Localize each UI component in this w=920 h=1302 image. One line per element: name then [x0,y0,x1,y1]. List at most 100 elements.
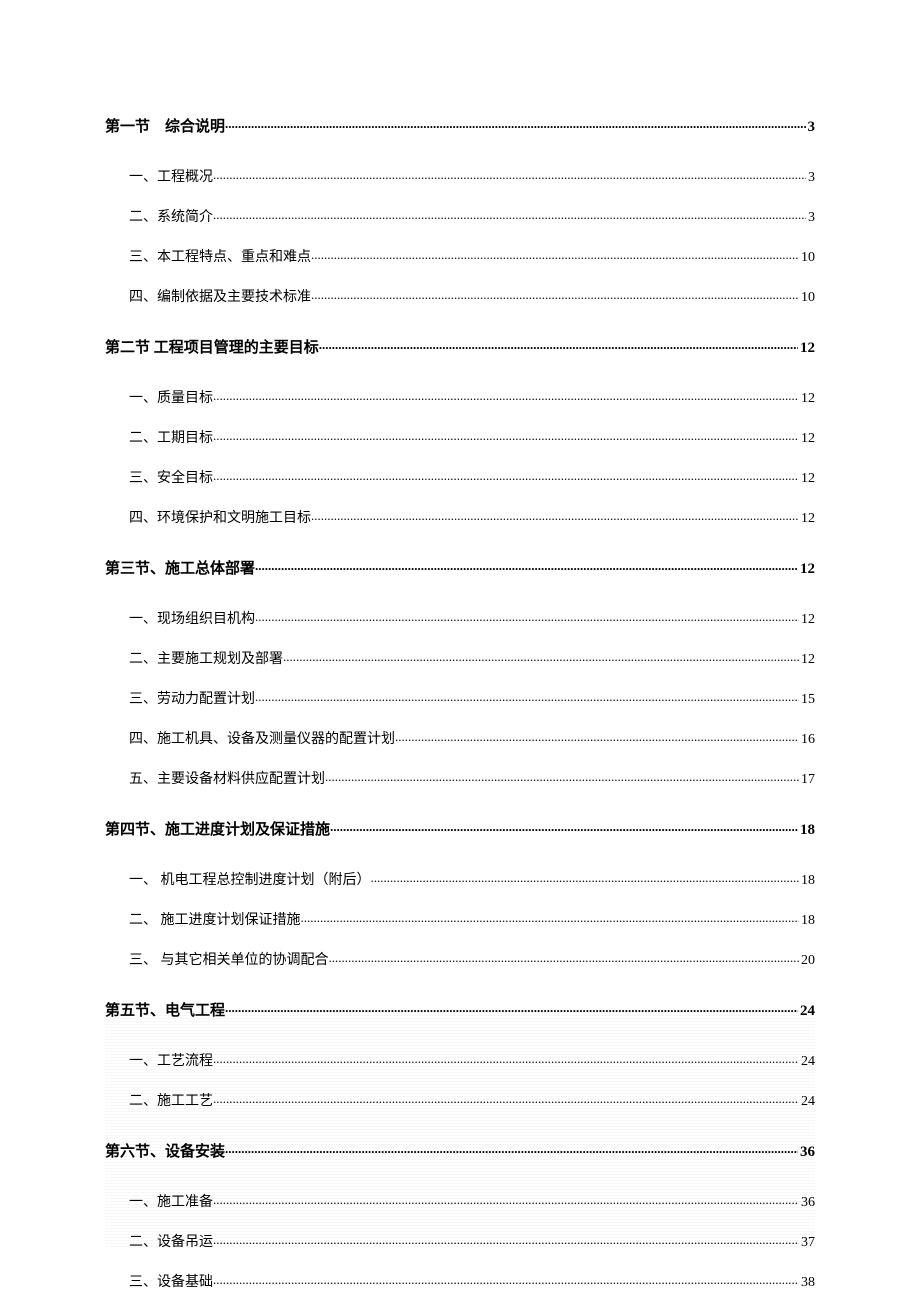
toc-item-page: 18 [799,913,815,929]
toc-item-label: 五、主要设备材料供应配置计划 [129,768,325,788]
toc-item-page: 24 [799,1094,815,1110]
toc-item-page: 36 [799,1195,815,1211]
toc-leader-dots [225,1000,798,1015]
toc-item-label: 四、环境保护和文明施工目标 [129,507,311,527]
toc-section: 第五节、电气工程 24 一、工艺流程24 二、施工工艺 24 [105,999,815,1110]
toc-item-label: 三、安全目标 [129,467,213,487]
toc-leader-dots [213,207,806,221]
toc-item: 二、工期目标 12 [105,427,815,447]
toc-item-label: 二、施工工艺 [129,1090,213,1110]
toc-item-page: 17 [799,772,815,788]
toc-item-page: 15 [799,692,815,708]
toc-section-heading: 第二节 工程项目管理的主要目标12 [105,336,815,357]
toc-item-page: 12 [799,471,815,487]
toc-item: 五、主要设备材料供应配置计划 17 [105,768,815,788]
toc-heading-label: 第一节 综合说明 [105,115,225,136]
toc-item-page: 12 [799,511,815,527]
toc-item-label: 三、设备基础 [129,1271,213,1291]
toc-heading-page: 3 [806,119,816,136]
toc-heading-page: 24 [798,1003,815,1020]
toc-leader-dots [325,769,799,783]
toc-item-label: 一、施工准备 [129,1191,213,1211]
toc-leader-dots [225,116,805,131]
toc-item: 一、质量目标 12 [105,387,815,407]
toc-item: 四、施工机具、设备及测量仪器的配置计划16 [105,728,815,748]
toc-section-heading: 第五节、电气工程 24 [105,999,815,1020]
toc-item: 一、施工准备 36 [105,1191,815,1211]
toc-leader-dots [311,287,799,301]
toc-section: 第四节、施工进度计划及保证措施18一、 机电工程总控制进度计划（附后）18二、 … [105,818,815,969]
toc-leader-dots [283,649,799,663]
toc-leader-dots [311,508,799,522]
toc-item-page: 12 [799,612,815,628]
toc-item: 二、主要施工规划及部署 12 [105,648,815,668]
toc-item: 一、 机电工程总控制进度计划（附后） 18 [105,869,815,889]
toc-leader-dots [255,689,799,703]
toc-item-page: 3 [806,210,815,226]
toc-item-page: 38 [799,1275,815,1291]
toc-leader-dots [371,870,800,884]
toc-leader-dots [213,388,799,402]
toc-heading-label: 第六节、设备安装 [105,1140,225,1161]
toc-item-page: 12 [799,431,815,447]
toc-item-page: 3 [806,170,815,186]
toc-leader-dots [225,1141,798,1156]
table-of-contents: 第一节 综合说明3一、工程概况3二、系统简介3三、本工程特点、重点和难点10四、… [105,115,815,1291]
toc-item-label: 三、劳动力配置计划 [129,688,255,708]
toc-leader-dots [395,729,799,743]
toc-heading-label: 第三节、施工总体部署 [105,557,255,578]
toc-item-label: 一、现场组织目机构 [129,608,255,628]
toc-item: 一、工程概况3 [105,166,815,186]
toc-item-label: 一、工艺流程 [129,1050,213,1070]
toc-item: 三、设备基础 38 [105,1271,815,1291]
toc-section: 第六节、设备安装 36 一、施工准备 36 二、设备吊运37 三、设备基础 38 [105,1140,815,1291]
toc-item-label: 三、本工程特点、重点和难点 [129,246,311,266]
toc-leader-dots [213,1232,799,1246]
toc-item: 二、施工工艺 24 [105,1090,815,1110]
toc-item-page: 20 [799,953,815,969]
toc-heading-page: 12 [798,561,815,578]
toc-section-heading: 第三节、施工总体部署 12 [105,557,815,578]
toc-leader-dots [255,609,799,623]
toc-item: 二、设备吊运37 [105,1231,815,1251]
toc-leader-dots [329,950,800,964]
toc-item: 三、劳动力配置计划 15 [105,688,815,708]
toc-item-page: 12 [799,652,815,668]
toc-section-heading: 第一节 综合说明 3 [105,115,815,136]
toc-item-label: 二、工期目标 [129,427,213,447]
toc-item: 一、工艺流程24 [105,1050,815,1070]
toc-section: 第二节 工程项目管理的主要目标12一、质量目标12二、工期目标12三、安全目标1… [105,336,815,527]
toc-heading-label: 第四节、施工进度计划及保证措施 [105,818,330,839]
toc-item-page: 37 [799,1235,815,1251]
toc-item: 二、 施工进度计划保证措施 18 [105,909,815,929]
toc-item: 二、系统简介 3 [105,206,815,226]
toc-leader-dots [330,819,798,834]
toc-item-label: 四、施工机具、设备及测量仪器的配置计划 [129,728,395,748]
toc-heading-page: 18 [798,822,815,839]
toc-section: 第一节 综合说明3一、工程概况3二、系统简介3三、本工程特点、重点和难点10四、… [105,115,815,306]
toc-item-page: 12 [799,391,815,407]
toc-leader-dots [213,1091,799,1105]
toc-item-label: 二、主要施工规划及部署 [129,648,283,668]
toc-item-label: 一、质量目标 [129,387,213,407]
toc-section: 第三节、施工总体部署 12 一、现场组织目机构 12 二、主要施工规划及部署 12 三、劳动… [105,557,815,788]
toc-item-label: 四、编制依据及主要技术标准 [129,286,311,306]
toc-item: 四、环境保护和文明施工目标 12 [105,507,815,527]
toc-item-label: 二、系统简介 [129,206,213,226]
toc-leader-dots [301,910,800,924]
toc-item-page: 18 [799,873,815,889]
toc-item-label: 一、 机电工程总控制进度计划（附后） [129,869,371,889]
toc-item-label: 三、 与其它相关单位的协调配合 [129,949,329,969]
toc-leader-dots [213,1192,799,1206]
toc-section-heading: 第六节、设备安装 36 [105,1140,815,1161]
toc-item: 四、编制依据及主要技术标准10 [105,286,815,306]
toc-leader-dots [255,558,798,573]
toc-heading-label: 第二节 工程项目管理的主要目标 [105,336,319,357]
toc-heading-label: 第五节、电气工程 [105,999,225,1020]
toc-leader-dots [213,428,799,442]
toc-item: 三、本工程特点、重点和难点10 [105,246,815,266]
toc-item-label: 二、 施工进度计划保证措施 [129,909,301,929]
toc-heading-page: 36 [798,1144,815,1161]
toc-leader-dots [213,1051,799,1065]
toc-leader-dots [311,247,799,261]
